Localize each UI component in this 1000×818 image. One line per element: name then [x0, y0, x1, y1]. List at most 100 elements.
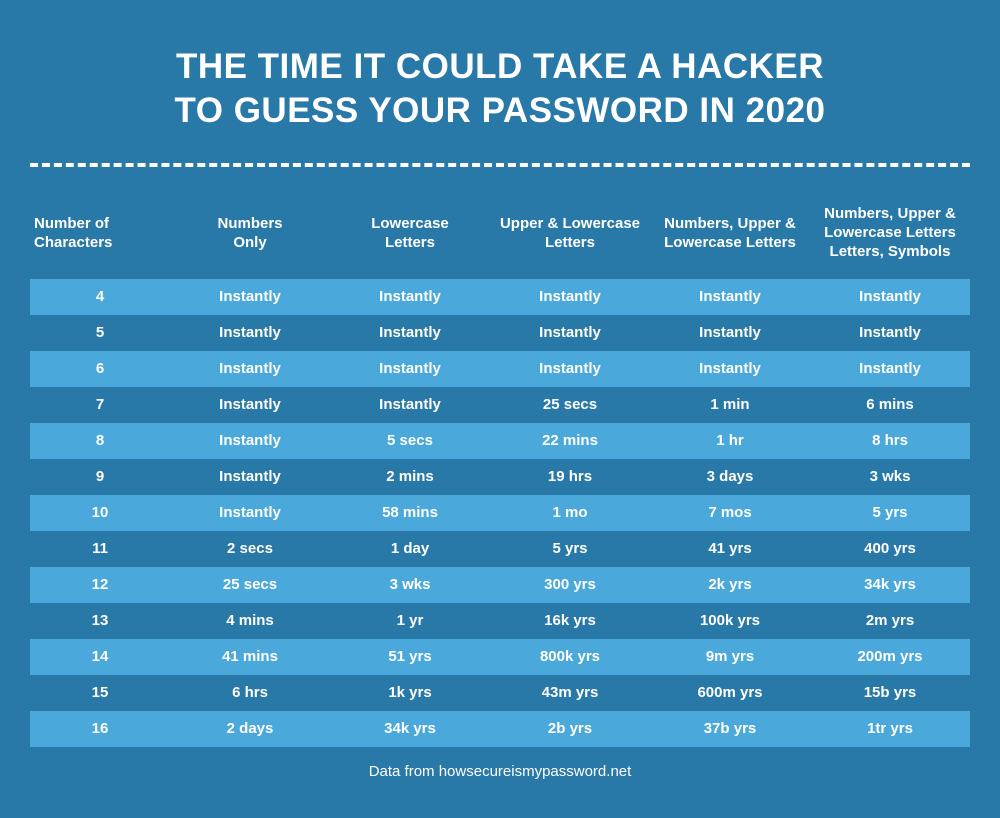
table-row: 134 mins1 yr16k yrs100k yrs2m yrs: [30, 603, 970, 639]
table-cell: 43m yrs: [490, 684, 650, 701]
table-row: 1225 secs3 wks300 yrs2k yrs34k yrs: [30, 567, 970, 603]
page-title: THE TIME IT COULD TAKE A HACKER TO GUESS…: [30, 45, 970, 133]
title-line-2: TO GUESS YOUR PASSWORD IN 2020: [175, 91, 826, 130]
table-cell: 7 mos: [650, 504, 810, 521]
password-table: Number of CharactersNumbers OnlyLowercas…: [30, 195, 970, 747]
table-cell: 1 mo: [490, 504, 650, 521]
table-cell: Instantly: [490, 288, 650, 305]
table-cell: 7: [30, 396, 170, 413]
table-cell: 2m yrs: [810, 612, 970, 629]
table-cell: 34k yrs: [330, 720, 490, 737]
table-cell: 25 secs: [490, 396, 650, 413]
table-cell: 41 yrs: [650, 540, 810, 557]
table-cell: 22 mins: [490, 432, 650, 449]
table-cell: 41 mins: [170, 648, 330, 665]
table-cell: 6: [30, 360, 170, 377]
table-cell: 4: [30, 288, 170, 305]
table-cell: 51 yrs: [330, 648, 490, 665]
table-cell: 58 mins: [330, 504, 490, 521]
table-header-cell: Numbers, Upper & Lowercase Letters: [650, 211, 810, 257]
table-cell: 1 yr: [330, 612, 490, 629]
table-cell: Instantly: [170, 432, 330, 449]
table-row: 7InstantlyInstantly25 secs1 min6 mins: [30, 387, 970, 423]
table-header-cell: Number of Characters: [30, 211, 170, 257]
table-cell: 2k yrs: [650, 576, 810, 593]
table-row: 112 secs1 day5 yrs41 yrs400 yrs: [30, 531, 970, 567]
table-cell: 15b yrs: [810, 684, 970, 701]
table-row: 5InstantlyInstantlyInstantlyInstantlyIns…: [30, 315, 970, 351]
table-cell: 600m yrs: [650, 684, 810, 701]
table-cell: 5: [30, 324, 170, 341]
table-cell: 4 mins: [170, 612, 330, 629]
table-cell: 5 secs: [330, 432, 490, 449]
table-body: 4InstantlyInstantlyInstantlyInstantlyIns…: [30, 279, 970, 747]
infographic-card: THE TIME IT COULD TAKE A HACKER TO GUESS…: [0, 0, 1000, 818]
table-cell: Instantly: [170, 504, 330, 521]
table-cell: 1 day: [330, 540, 490, 557]
table-cell: 2 secs: [170, 540, 330, 557]
table-cell: Instantly: [170, 360, 330, 377]
table-cell: 16: [30, 720, 170, 737]
table-cell: 11: [30, 540, 170, 557]
table-cell: 6 mins: [810, 396, 970, 413]
table-cell: 300 yrs: [490, 576, 650, 593]
table-row: 4InstantlyInstantlyInstantlyInstantlyIns…: [30, 279, 970, 315]
table-cell: 100k yrs: [650, 612, 810, 629]
table-row: 156 hrs1k yrs43m yrs600m yrs15b yrs: [30, 675, 970, 711]
table-cell: 15: [30, 684, 170, 701]
table-cell: 10: [30, 504, 170, 521]
table-cell: 1 hr: [650, 432, 810, 449]
table-header-cell: Numbers, Upper & Lowercase Letters Lette…: [810, 201, 970, 265]
table-cell: Instantly: [170, 396, 330, 413]
table-cell: Instantly: [170, 324, 330, 341]
table-header-cell: Lowercase Letters: [330, 211, 490, 257]
table-cell: 13: [30, 612, 170, 629]
table-cell: Instantly: [330, 324, 490, 341]
table-cell: Instantly: [810, 288, 970, 305]
table-header-row: Number of CharactersNumbers OnlyLowercas…: [30, 195, 970, 273]
table-row: 10Instantly58 mins1 mo7 mos5 yrs: [30, 495, 970, 531]
table-cell: Instantly: [810, 360, 970, 377]
divider: [30, 163, 970, 167]
table-row: 162 days34k yrs2b yrs37b yrs1tr yrs: [30, 711, 970, 747]
table-cell: 16k yrs: [490, 612, 650, 629]
table-cell: 3 wks: [810, 468, 970, 485]
table-cell: 34k yrs: [810, 576, 970, 593]
table-cell: Instantly: [490, 324, 650, 341]
table-cell: 12: [30, 576, 170, 593]
table-row: 9Instantly2 mins19 hrs3 days3 wks: [30, 459, 970, 495]
table-cell: Instantly: [650, 288, 810, 305]
table-cell: 1tr yrs: [810, 720, 970, 737]
table-cell: Instantly: [810, 324, 970, 341]
table-cell: Instantly: [330, 360, 490, 377]
table-cell: Instantly: [330, 288, 490, 305]
table-row: 6InstantlyInstantlyInstantlyInstantlyIns…: [30, 351, 970, 387]
table-cell: 8: [30, 432, 170, 449]
title-line-1: THE TIME IT COULD TAKE A HACKER: [176, 47, 824, 86]
table-row: 8Instantly5 secs22 mins1 hr8 hrs: [30, 423, 970, 459]
table-cell: 200m yrs: [810, 648, 970, 665]
table-cell: 37b yrs: [650, 720, 810, 737]
table-cell: 14: [30, 648, 170, 665]
table-cell: 9m yrs: [650, 648, 810, 665]
table-cell: Instantly: [170, 288, 330, 305]
table-cell: Instantly: [650, 324, 810, 341]
table-cell: Instantly: [330, 396, 490, 413]
table-cell: Instantly: [490, 360, 650, 377]
table-cell: 5 yrs: [490, 540, 650, 557]
table-header-cell: Upper & Lowercase Letters: [490, 211, 650, 257]
table-cell: 3 days: [650, 468, 810, 485]
table-cell: 1k yrs: [330, 684, 490, 701]
table-cell: 5 yrs: [810, 504, 970, 521]
table-cell: 800k yrs: [490, 648, 650, 665]
table-cell: 25 secs: [170, 576, 330, 593]
table-cell: Instantly: [170, 468, 330, 485]
table-cell: 9: [30, 468, 170, 485]
footer-credit: Data from howsecureismypassword.net: [30, 763, 970, 780]
table-cell: 2 days: [170, 720, 330, 737]
table-cell: 2b yrs: [490, 720, 650, 737]
table-cell: 400 yrs: [810, 540, 970, 557]
table-cell: 2 mins: [330, 468, 490, 485]
table-cell: 19 hrs: [490, 468, 650, 485]
table-cell: 3 wks: [330, 576, 490, 593]
